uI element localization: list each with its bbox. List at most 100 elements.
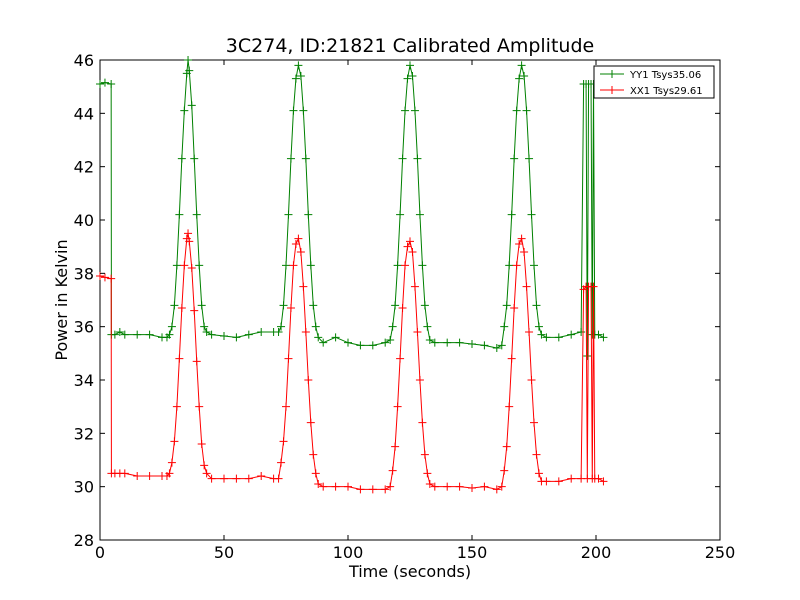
data-point <box>100 273 109 282</box>
data-point <box>232 333 241 342</box>
data-point <box>520 72 529 80</box>
data-point <box>403 242 412 251</box>
data-point <box>423 469 432 478</box>
data-point <box>356 485 365 494</box>
data-point <box>507 354 516 363</box>
data-point <box>190 154 199 163</box>
data-point <box>244 330 253 339</box>
data-point <box>294 61 303 70</box>
data-point <box>279 301 288 310</box>
data-point <box>497 341 506 350</box>
data-point <box>542 333 551 342</box>
data-point <box>319 482 328 491</box>
data-point <box>314 333 323 342</box>
data-point <box>165 330 174 339</box>
data-point <box>120 330 129 339</box>
data-point <box>170 301 179 310</box>
data-point <box>301 328 310 336</box>
data-point <box>577 328 586 336</box>
data-point <box>107 274 116 283</box>
data-point <box>282 261 290 270</box>
data-point <box>289 261 298 270</box>
data-point <box>554 477 563 486</box>
data-point <box>406 237 414 246</box>
data-point <box>455 482 464 491</box>
data-point <box>594 474 603 483</box>
data-point <box>425 480 434 488</box>
data-point <box>413 328 422 336</box>
data-point <box>100 78 109 87</box>
data-point <box>406 61 414 70</box>
data-point <box>296 248 305 256</box>
data-point <box>184 56 193 64</box>
data-point <box>207 330 216 339</box>
data-point <box>311 322 320 331</box>
data-point <box>408 72 417 80</box>
data-point <box>599 333 608 342</box>
data-point <box>391 442 400 451</box>
data-point <box>187 264 196 272</box>
data-point <box>165 469 174 478</box>
data-point <box>525 154 534 163</box>
data-point <box>331 482 340 491</box>
data-point <box>180 106 189 115</box>
data-point <box>420 450 429 459</box>
x-axis-label: Time (seconds) <box>348 562 471 581</box>
data-point <box>430 338 439 347</box>
legend: YY1 Tsys35.06 XX1 Tsys29.61 <box>593 65 715 99</box>
data-point <box>480 482 489 491</box>
data-point <box>527 376 536 384</box>
chart-title: 3C274, ID:21821 Calibrated Amplitude <box>226 35 594 57</box>
legend-label-yy1: YY1 Tsys35.06 <box>629 70 701 81</box>
data-point <box>279 437 288 446</box>
y-tick-label: 38 <box>74 264 94 283</box>
data-point <box>396 354 405 363</box>
data-point <box>309 301 318 310</box>
data-point <box>522 282 531 291</box>
data-point <box>532 450 541 459</box>
data-point <box>512 106 521 115</box>
data-point <box>306 418 315 427</box>
data-point <box>594 330 603 339</box>
data-point <box>185 237 194 246</box>
data-point <box>284 354 293 363</box>
data-point <box>368 341 377 350</box>
data-point <box>388 322 397 331</box>
data-point <box>145 472 154 480</box>
data-point <box>530 418 538 427</box>
data-point <box>133 330 142 339</box>
data-point <box>244 474 253 483</box>
data-point <box>291 240 300 248</box>
data-point <box>418 418 427 427</box>
data-point <box>177 304 186 312</box>
data-point <box>331 333 340 342</box>
data-point <box>522 106 531 115</box>
data-point <box>184 229 193 238</box>
legend-box <box>593 65 715 99</box>
data-point <box>170 437 179 446</box>
data-point <box>167 458 176 467</box>
data-point <box>311 469 320 478</box>
data-point <box>517 61 526 70</box>
data-point <box>309 450 318 459</box>
data-point <box>167 322 176 331</box>
data-point <box>381 485 390 494</box>
data-point <box>527 210 536 219</box>
data-point <box>510 154 519 163</box>
data-point <box>172 402 181 411</box>
data-point <box>344 338 352 347</box>
y-tick-label: 46 <box>74 51 94 70</box>
data-point <box>500 322 509 331</box>
data-point <box>525 328 534 336</box>
data-point <box>344 482 352 491</box>
data-point <box>314 480 323 488</box>
data-point <box>180 261 189 270</box>
data-point <box>502 442 511 451</box>
data-point <box>257 328 266 336</box>
data-point <box>291 74 300 83</box>
data-point <box>583 352 592 360</box>
y-tick-label: 44 <box>74 104 94 123</box>
data-point <box>534 322 543 331</box>
data-point <box>492 344 501 352</box>
x-tick-label: 200 <box>581 543 612 562</box>
